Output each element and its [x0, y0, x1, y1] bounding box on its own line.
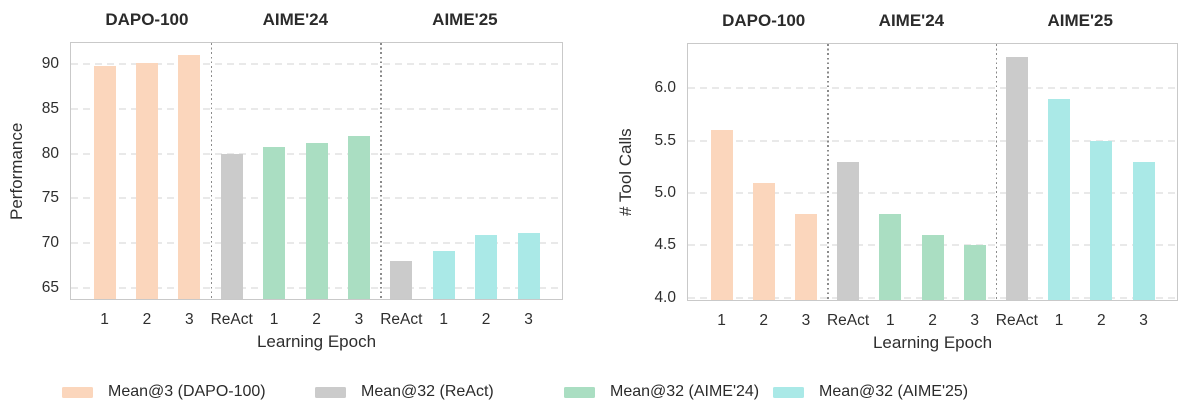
bar-aime25-2 [1090, 140, 1113, 300]
legend-swatch-react [315, 386, 346, 398]
x-tick-label: 2 [481, 311, 491, 328]
legend-label: Mean@3 (DAPO-100) [108, 383, 266, 400]
y-tick-label: 70 [41, 234, 59, 252]
group-title-aime24: AIME'24 [262, 10, 329, 29]
x-tick-label: ReAct [826, 312, 870, 329]
bar-aime24-3 [963, 245, 986, 300]
x-tick-label: 3 [184, 311, 194, 328]
y-tick-label: 85 [41, 99, 59, 117]
y-tick-label: 90 [41, 54, 59, 72]
x-tick-label: 2 [928, 312, 937, 329]
bar-aime24-1 [263, 147, 286, 299]
legend-swatch-aime24 [564, 386, 595, 398]
bar-react-react [220, 153, 243, 299]
x-tick-label: ReAct [210, 311, 253, 328]
legend-item-react: Mean@32 (ReAct) [315, 382, 494, 402]
y-tick-label: 4.5 [654, 236, 676, 254]
bar-react-react [837, 161, 860, 300]
x-tick-label: 2 [1096, 312, 1106, 329]
y-axis-label: Performance [7, 122, 26, 220]
y-tick-label: 5.0 [654, 184, 676, 201]
legend-label: Mean@32 (AIME'24) [610, 383, 760, 400]
y-axis-label: # Tool Calls [616, 128, 635, 216]
x-tick-label: 3 [354, 311, 364, 328]
performance-chart: 65 70 75 80 85 90 1 2 3 ReAct 1 2 3 ReAct 1 2 3 DAPO-100 A… [7, 10, 563, 351]
x-tick-label: 3 [801, 312, 811, 329]
bar-aime24-2 [305, 142, 328, 299]
group-separator [995, 44, 998, 300]
x-tick-label: 3 [1139, 312, 1148, 329]
x-tick-label: 1 [717, 312, 726, 329]
group-separator [827, 44, 829, 300]
bar-aime25-1 [1048, 98, 1071, 300]
x-tick-label: 2 [312, 311, 321, 328]
x-tick-label: 3 [970, 312, 979, 329]
x-axis-label: Learning Epoch [256, 332, 377, 351]
legend-item-aime25: Mean@32 (AIME'25) [773, 382, 968, 402]
x-tick-label: ReAct [380, 311, 423, 328]
group-title-aime24: AIME'24 [878, 11, 945, 30]
x-axis-label: Learning Epoch [872, 333, 993, 352]
y-tick-label: 5.5 [654, 131, 676, 149]
bar-react-react [1005, 56, 1028, 300]
bar-dapo-3 [178, 54, 201, 299]
bar-aime25-2 [475, 235, 498, 299]
x-tick-label: ReAct [995, 312, 1038, 329]
bar-dapo-3 [794, 214, 817, 300]
bar-dapo-2 [135, 62, 158, 299]
x-tick-label: 1 [269, 311, 279, 328]
y-tick-label: 80 [41, 144, 59, 162]
y-tick-label: 6.0 [654, 79, 676, 97]
bar-aime24-2 [921, 235, 944, 300]
y-tick-label: 65 [41, 279, 59, 297]
y-tick-label: 75 [41, 189, 59, 207]
x-tick-label: 1 [885, 312, 895, 329]
gridline-6.0 [688, 87, 1177, 90]
bar-dapo-1 [93, 66, 116, 299]
group-separator [380, 43, 382, 299]
x-tick-label: 3 [524, 311, 533, 328]
legend-label: Mean@32 (ReAct) [361, 383, 494, 400]
group-separator [210, 43, 212, 299]
legend-swatch-dapo [62, 386, 93, 398]
bar-aime24-1 [879, 214, 902, 300]
bar-aime24-3 [347, 136, 370, 299]
legend-item-aime24: Mean@32 (AIME'24) [564, 382, 759, 402]
bar-dapo-2 [752, 182, 775, 300]
bar-dapo-1 [710, 130, 733, 300]
legend: Mean@3 (DAPO-100) Mean@32 (ReAct) Mean@32 … [0, 382, 1179, 402]
x-tick-label: 1 [1054, 312, 1064, 329]
group-title-dapo100: DAPO-100 [722, 11, 806, 30]
group-title-aime25: AIME'25 [1047, 11, 1113, 30]
group-title-aime25: AIME'25 [432, 10, 498, 29]
bar-aime25-3 [1132, 161, 1155, 300]
x-tick-label: 1 [439, 311, 448, 328]
bar-aime25-1 [432, 251, 455, 299]
legend-label: Mean@32 (AIME'25) [819, 383, 969, 400]
bar-react-react [390, 261, 413, 299]
x-tick-label: 1 [100, 311, 109, 328]
legend-swatch-aime25 [773, 386, 804, 398]
x-tick-label: 2 [759, 312, 768, 329]
legend-item-dapo: Mean@3 (DAPO-100) [62, 382, 266, 402]
x-tick-label: 2 [142, 311, 152, 328]
y-tick-label: 4.0 [654, 288, 676, 306]
tool-calls-chart: 4.0 4.5 5.0 5.5 6.0 1 2 3 ReAct 1 2 3 ReAct 1 2 3 DAPO-1… [616, 11, 1178, 352]
bar-aime25-3 [517, 232, 540, 299]
group-title-dapo100: DAPO-100 [105, 10, 189, 29]
